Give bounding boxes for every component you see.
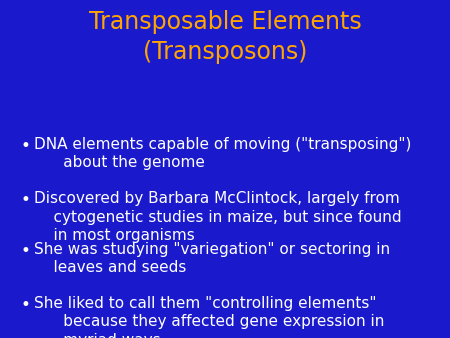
Text: in most organisms: in most organisms [34, 228, 194, 243]
Text: Discovered by Barbara McClintock, largely from: Discovered by Barbara McClintock, largel… [34, 191, 400, 206]
Text: She liked to call them "controlling elements": She liked to call them "controlling elem… [34, 296, 376, 311]
Text: leaves and seeds: leaves and seeds [34, 260, 186, 275]
Text: She was studying "variegation" or sectoring in: She was studying "variegation" or sector… [34, 242, 390, 257]
Text: because they affected gene expression in: because they affected gene expression in [34, 314, 384, 329]
Text: about the genome: about the genome [34, 155, 205, 170]
Text: myriad ways: myriad ways [34, 333, 160, 338]
Text: •: • [20, 242, 30, 260]
Text: •: • [20, 296, 30, 314]
Text: •: • [20, 137, 30, 155]
Text: •: • [20, 191, 30, 209]
Text: cytogenetic studies in maize, but since found: cytogenetic studies in maize, but since … [34, 210, 401, 224]
Text: Transposable Elements
(Transposons): Transposable Elements (Transposons) [89, 10, 361, 64]
Text: DNA elements capable of moving ("transposing"): DNA elements capable of moving ("transpo… [34, 137, 411, 152]
